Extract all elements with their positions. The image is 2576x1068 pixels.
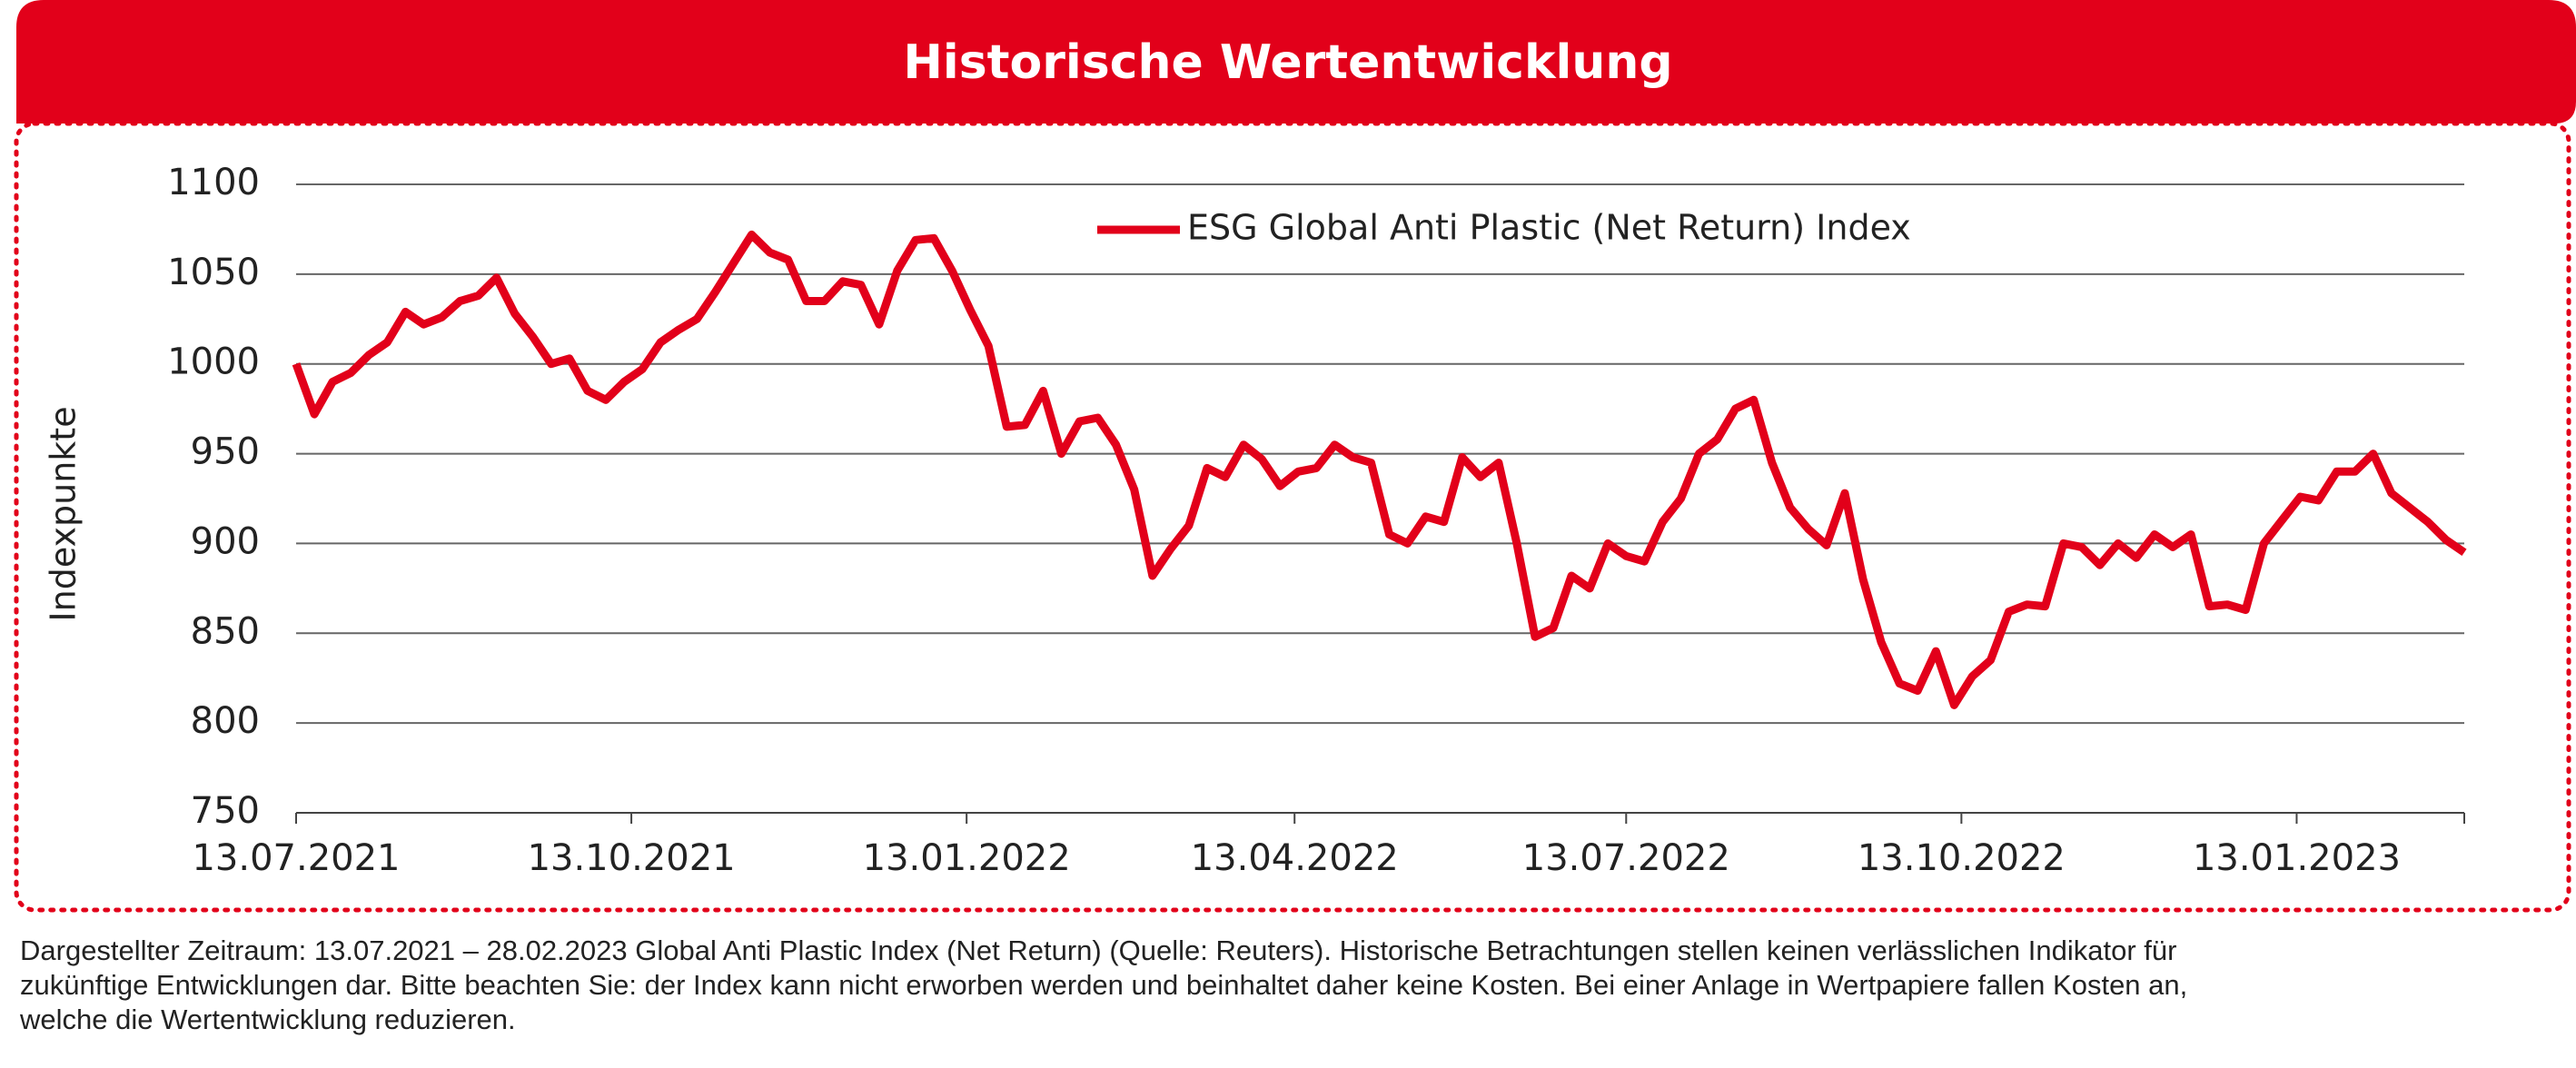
header-bar	[16, 0, 2576, 124]
x-tick-label: 13.07.2022	[1522, 837, 1730, 879]
y-tick-label: 750	[191, 790, 260, 832]
x-tick-label: 13.04.2022	[1191, 837, 1399, 879]
x-tick-label: 13.10.2022	[1858, 837, 2066, 879]
y-tick-label: 850	[191, 610, 260, 652]
y-tick-label: 1100	[167, 162, 260, 203]
footnote-line: zukünftige Entwicklungen dar. Bitte beac…	[20, 969, 2187, 1001]
y-tick-label: 800	[191, 700, 260, 742]
footnote-line: welche die Wertentwicklung reduzieren.	[19, 1004, 516, 1035]
legend-label: ESG Global Anti Plastic (Net Return) Ind…	[1187, 208, 1911, 248]
y-tick-label: 900	[191, 520, 260, 562]
y-axis-title: Indexpunkte	[44, 406, 84, 621]
y-tick-label: 1050	[167, 252, 260, 293]
x-tick-label: 13.07.2021	[192, 837, 400, 879]
data-line	[292, 230, 2467, 709]
y-tick-label: 950	[191, 431, 260, 473]
y-tick-label: 1000	[167, 341, 260, 383]
chart-title: Historische Wertentwicklung	[903, 35, 1672, 90]
x-tick-label: 13.10.2021	[528, 837, 736, 879]
x-tick-label: 13.01.2022	[863, 837, 1071, 879]
footnote-line: Dargestellter Zeitraum: 13.07.2021 – 28.…	[20, 934, 2176, 966]
footnote: Dargestellter Zeitraum: 13.07.2021 – 28.…	[19, 934, 2187, 1035]
x-tick-label: 13.01.2023	[2193, 837, 2401, 879]
